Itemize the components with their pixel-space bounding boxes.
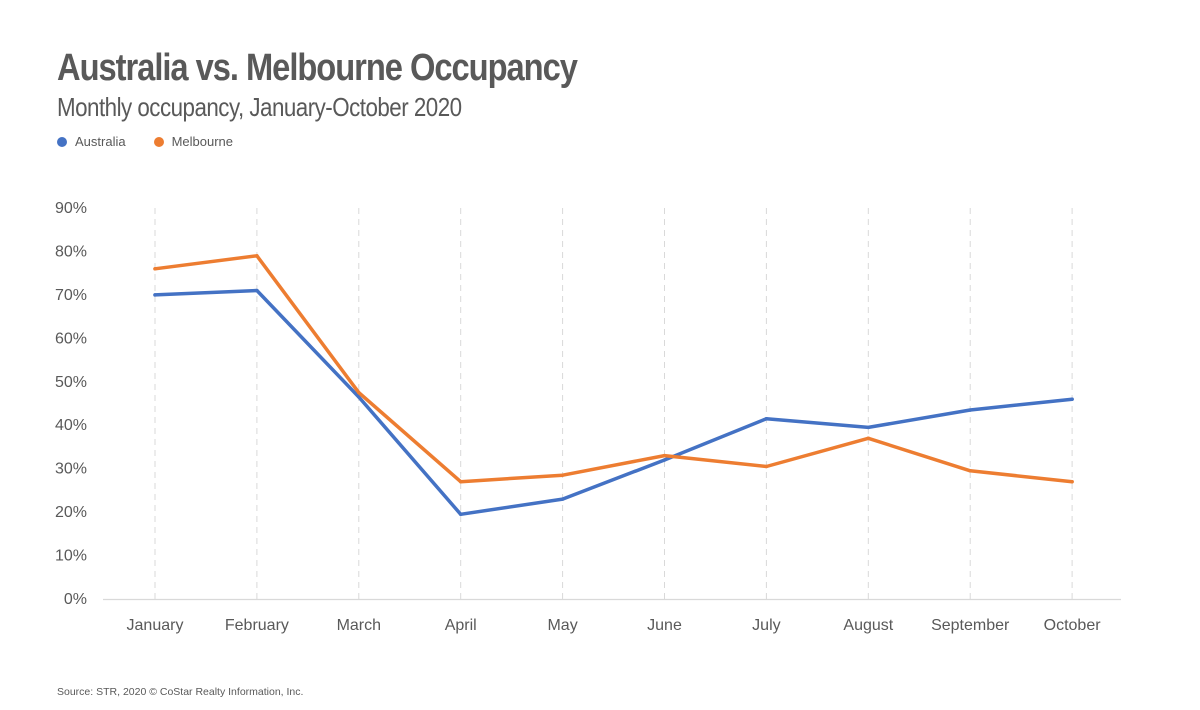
- gridlines: [154, 208, 1073, 599]
- data-point-melbourne-march: [357, 390, 361, 395]
- data-point-australia-august: [866, 425, 870, 430]
- data-point-melbourne-august: [866, 436, 870, 440]
- y-tick-label-90: 90%: [55, 200, 87, 217]
- data-point-australia-july: [764, 417, 769, 421]
- series-line-australia: [153, 288, 1074, 517]
- data-point-australia-february: [255, 288, 259, 293]
- x-tick-label-august: August: [843, 617, 893, 634]
- data-point-melbourne-september: [968, 469, 972, 473]
- data-point-melbourne-june: [662, 453, 667, 458]
- x-tick-label-may: May: [547, 617, 577, 634]
- data-point-melbourne-january: [153, 267, 157, 271]
- data-point-melbourne-april: [459, 480, 463, 484]
- x-tick-label-january: January: [127, 617, 184, 634]
- y-tick-label-10: 10%: [55, 548, 87, 565]
- chart-subtitle: Monthly occupancy, January-October 2020: [57, 92, 462, 122]
- y-tick-label-50: 50%: [55, 374, 87, 391]
- y-tick-label-40: 40%: [55, 417, 87, 434]
- data-point-australia-march: [357, 395, 361, 399]
- x-tick-label-june: June: [647, 617, 682, 634]
- data-point-australia-april: [459, 512, 463, 516]
- legend-dot-melbourne: [153, 136, 164, 147]
- legend-item-melbourne: Melbourne: [153, 134, 234, 149]
- y-tick-label-70: 70%: [55, 287, 87, 304]
- data-point-australia-september: [968, 408, 972, 412]
- data-point-melbourne-may: [560, 473, 565, 477]
- series-line-melbourne: [153, 254, 1074, 484]
- x-tick-label-february: February: [225, 617, 289, 634]
- chart-legend: Australia Melbourne: [57, 134, 261, 149]
- y-tick-label-20: 20%: [55, 504, 87, 521]
- data-point-australia-june: [662, 458, 667, 462]
- x-tick-label-october: October: [1044, 617, 1102, 634]
- series-lines: [153, 254, 1074, 517]
- y-tick-label-0: 0%: [64, 591, 87, 608]
- x-tick-label-july: July: [752, 617, 780, 634]
- source-note: Source: STR, 2020 © CoStar Realty Inform…: [57, 686, 304, 698]
- legend-label-melbourne: Melbourne: [171, 134, 234, 149]
- legend-item-australia: Australia: [57, 134, 126, 149]
- x-tick-label-april: April: [445, 617, 477, 634]
- legend-label-australia: Australia: [75, 134, 126, 149]
- y-tick-label-60: 60%: [55, 330, 87, 347]
- data-point-australia-january: [153, 293, 157, 297]
- x-tick-label-september: September: [931, 617, 1010, 634]
- y-tick-label-80: 80%: [55, 243, 87, 260]
- data-point-australia-october: [1070, 397, 1074, 401]
- y-tick-label-30: 30%: [55, 461, 87, 478]
- x-tick-label-march: March: [337, 617, 381, 634]
- data-point-melbourne-february: [255, 254, 259, 258]
- data-point-melbourne-october: [1070, 480, 1074, 484]
- data-point-melbourne-july: [764, 464, 769, 469]
- legend-dot-australia: [57, 136, 67, 147]
- data-point-australia-may: [560, 497, 565, 501]
- axes: 0% 10% 20% 30% 40% 50% 60% 70% 80% 90% January Febr…: [55, 200, 1121, 634]
- chart-title: Australia vs. Melbourne Occupancy: [57, 47, 578, 89]
